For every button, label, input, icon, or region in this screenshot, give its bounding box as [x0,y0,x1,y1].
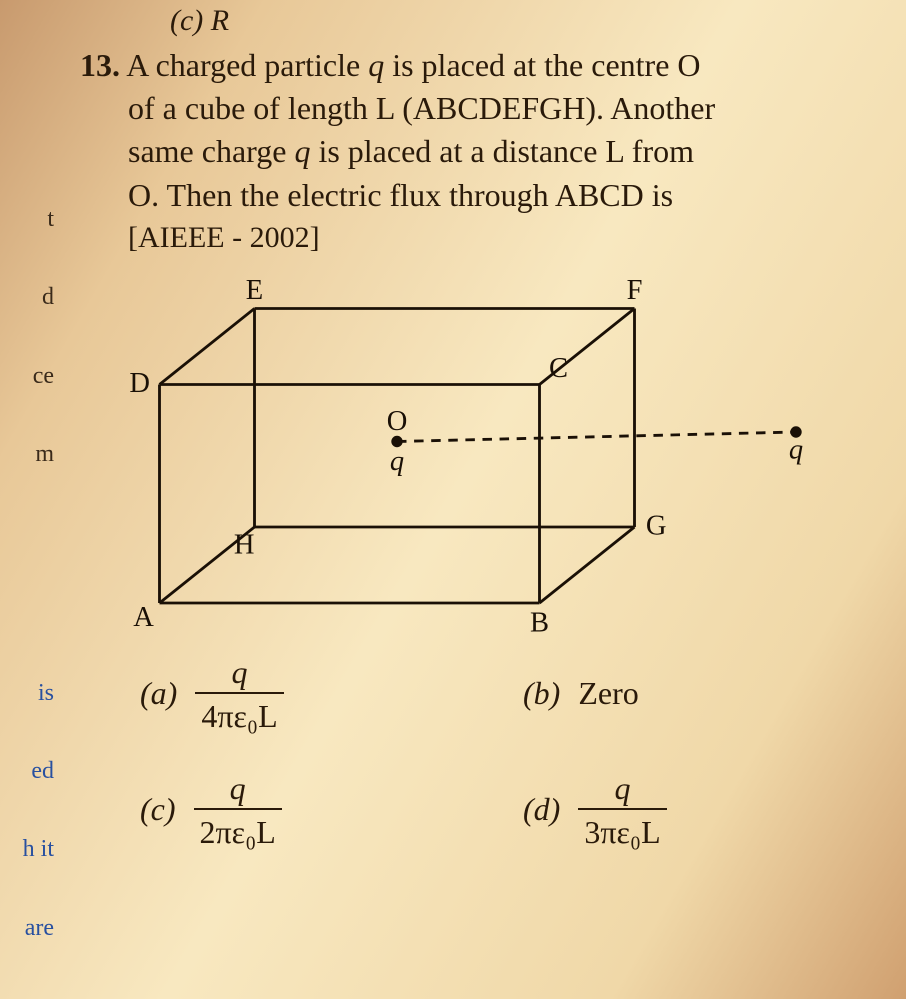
frag: are [0,909,60,947]
prev-option-fragment: (c) R [80,0,866,38]
fraction: q 4πε₀L [195,656,283,732]
frag: h it [0,830,60,868]
svg-text:O: O [387,406,408,437]
numerator: q [225,656,253,692]
question-number: 13. [80,47,120,83]
page: t d ce m is ed h it are (c) R 13. A char… [0,0,906,999]
left-margin-fragments: t d ce m is ed h it are [0,0,60,999]
cube-svg: A B C D E F G H Oq q [93,261,853,641]
frag: ce [0,357,60,395]
option-text: Zero [578,675,638,712]
text: same charge [80,133,294,169]
frag: ed [0,752,60,790]
fraction: q 3πε₀L [578,772,666,848]
denominator: 4πε₀L [195,692,283,732]
option-c: (c) q 2πε₀L [140,772,463,848]
svg-text:q: q [390,446,404,477]
frag: d [0,278,60,316]
text: A charged particle [126,47,368,83]
svg-text:F: F [627,275,643,306]
text: O. Then the electric flux through ABCD i… [80,177,673,213]
option-label: (b) [523,675,560,712]
svg-text:H: H [234,529,255,560]
exam-source-tag: [AIEEE - 2002] [80,221,866,255]
numerator: q [224,772,252,808]
svg-text:G: G [646,510,667,541]
frag: is [0,674,60,712]
option-label: (c) [140,791,176,828]
option-label: (a) [140,675,177,712]
option-a: (a) q 4πε₀L [140,656,463,732]
svg-text:C: C [549,353,568,384]
answer-options: (a) q 4πε₀L (b) Zero (c) q 2πε₀L (d) q 3… [80,646,866,848]
frag: t [0,200,60,238]
frag: m [0,435,60,473]
var-q: q [368,47,384,83]
text: of a cube of length L (ABCDEFGH). Anothe… [80,90,715,126]
text: is placed at a distance L from [310,133,694,169]
numerator: q [608,772,636,808]
svg-text:A: A [133,602,154,633]
svg-text:B: B [530,607,549,638]
svg-text:D: D [129,368,150,399]
question-text: 13. A charged particle q is placed at th… [80,44,866,217]
svg-text:q: q [789,434,803,465]
svg-text:E: E [246,275,263,306]
denominator: 2πε₀L [194,808,282,848]
option-b: (b) Zero [523,656,846,732]
cube-diagram: A B C D E F G H Oq q [80,261,866,646]
text: is placed at the centre O [384,47,700,83]
option-d: (d) q 3πε₀L [523,772,846,848]
fraction: q 2πε₀L [194,772,282,848]
denominator: 3πε₀L [578,808,666,848]
option-label: (d) [523,791,560,828]
var-q: q [294,133,310,169]
